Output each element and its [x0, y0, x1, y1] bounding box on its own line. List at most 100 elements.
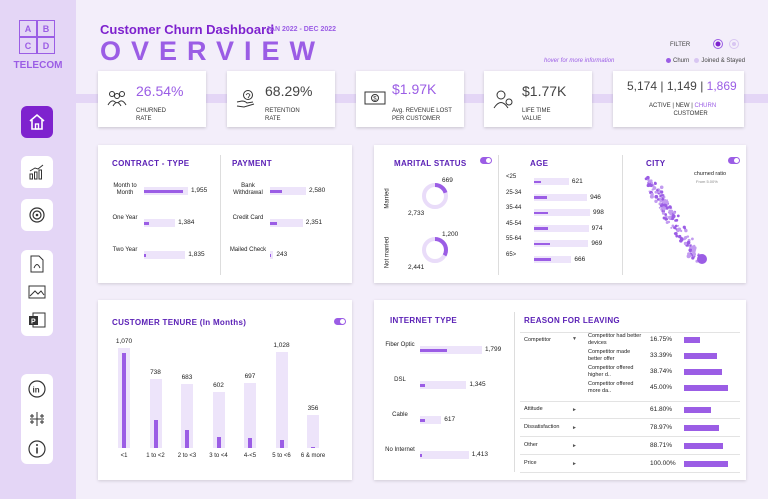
tenure-bar-churn[interactable]	[248, 438, 252, 448]
bar-total[interactable]	[534, 209, 590, 216]
bar-total[interactable]	[270, 187, 306, 195]
reason-bar[interactable]	[684, 425, 719, 431]
bar-total[interactable]	[420, 346, 482, 354]
city-point[interactable]	[654, 181, 657, 184]
city-point[interactable]	[676, 214, 680, 218]
bar-total[interactable]	[534, 224, 589, 232]
city-point[interactable]	[683, 241, 688, 246]
bar-churn[interactable]	[144, 190, 183, 193]
city-point[interactable]	[654, 199, 658, 203]
expand-icon[interactable]: ►	[572, 407, 577, 413]
bar-churn[interactable]	[420, 384, 425, 387]
city-point[interactable]	[670, 226, 673, 229]
analytics-button[interactable]	[21, 156, 53, 188]
tenure-bar-total[interactable]	[149, 379, 162, 448]
bar-churn[interactable]	[270, 254, 272, 257]
tenure-bar-total[interactable]	[275, 351, 288, 448]
city-point[interactable]	[654, 190, 658, 194]
bar-churn[interactable]	[534, 227, 548, 230]
image-button[interactable]	[21, 278, 53, 306]
kpi-retention-rate[interactable]: 68.29% RETENTION RATE	[227, 71, 335, 127]
city-point[interactable]	[673, 232, 676, 235]
bar-churn[interactable]	[534, 180, 541, 183]
city-point[interactable]	[650, 192, 654, 196]
tenure-toggle[interactable]	[334, 318, 346, 325]
info-button[interactable]	[21, 434, 53, 464]
city-point[interactable]	[669, 212, 673, 216]
tableau-button[interactable]	[21, 404, 53, 434]
bar-total[interactable]	[420, 416, 442, 424]
city-toggle[interactable]	[728, 157, 740, 164]
city-point[interactable]	[662, 207, 666, 211]
kpi-customers[interactable]: 5,174 | 1,149 | 1,869 ACTIVE | NEW | CHU…	[613, 71, 744, 127]
tenure-bar-churn[interactable]	[185, 430, 189, 448]
city-point[interactable]	[667, 220, 670, 223]
city-point[interactable]	[671, 224, 675, 228]
tenure-bar-total[interactable]	[212, 391, 225, 448]
bar-total[interactable]	[270, 219, 303, 227]
filter-radio-stayed[interactable]	[729, 39, 739, 49]
reason-bar[interactable]	[684, 385, 728, 391]
marital-donut[interactable]	[420, 181, 450, 211]
city-point[interactable]	[692, 247, 697, 252]
bar-churn[interactable]	[534, 258, 551, 261]
filter-radio-churn[interactable]	[713, 39, 723, 49]
reason-bar[interactable]	[684, 369, 722, 375]
city-point[interactable]	[662, 201, 666, 204]
bar-total[interactable]	[534, 178, 569, 185]
city-point[interactable]	[684, 228, 688, 233]
reason-bar[interactable]	[684, 407, 712, 413]
bar-churn[interactable]	[420, 419, 426, 422]
bar-churn[interactable]	[534, 196, 548, 199]
city-point[interactable]	[664, 215, 668, 219]
city-point[interactable]	[659, 204, 663, 208]
city-point[interactable]	[648, 190, 651, 193]
city-point[interactable]	[646, 175, 650, 180]
city-point[interactable]	[660, 190, 664, 194]
city-point[interactable]	[658, 188, 660, 190]
bar-churn[interactable]	[420, 454, 422, 457]
city-point[interactable]	[689, 244, 692, 247]
city-point[interactable]	[688, 254, 692, 258]
city-point[interactable]	[677, 227, 682, 232]
city-point[interactable]	[654, 194, 659, 199]
tenure-bar-churn[interactable]	[311, 446, 315, 448]
bar-churn[interactable]	[270, 222, 278, 225]
target-button[interactable]	[21, 199, 53, 231]
city-point[interactable]	[657, 198, 660, 201]
city-point[interactable]	[656, 189, 659, 192]
bar-churn[interactable]	[270, 190, 282, 193]
collapse-icon[interactable]: ▼	[572, 336, 577, 342]
city-point[interactable]	[649, 183, 653, 188]
powerpoint-button[interactable]: P	[21, 306, 53, 334]
city-point[interactable]	[664, 217, 668, 221]
city-point[interactable]	[665, 200, 669, 205]
reason-bar[interactable]	[684, 461, 728, 467]
city-point[interactable]	[661, 198, 664, 201]
filter-radio-group[interactable]	[712, 38, 742, 50]
tenure-bar-total[interactable]	[244, 382, 256, 448]
city-point[interactable]	[684, 236, 688, 240]
expand-icon[interactable]: ►	[572, 443, 577, 449]
city-point[interactable]	[675, 234, 679, 238]
bar-churn[interactable]	[534, 242, 551, 245]
donut-churn[interactable]	[422, 183, 448, 209]
reason-bar[interactable]	[684, 443, 724, 449]
city-point[interactable]	[659, 185, 664, 190]
tenure-bar-total[interactable]	[307, 414, 319, 448]
tenure-bar-churn[interactable]	[279, 440, 284, 448]
city-point-large[interactable]	[697, 254, 707, 264]
tenure-bar-churn[interactable]	[122, 353, 126, 448]
city-point[interactable]	[652, 186, 657, 190]
bar-total[interactable]	[420, 381, 467, 389]
city-point[interactable]	[648, 180, 651, 184]
city-point[interactable]	[682, 225, 686, 229]
city-point[interactable]	[680, 229, 683, 233]
city-point[interactable]	[677, 224, 679, 227]
home-button[interactable]	[21, 106, 53, 138]
city-point[interactable]	[659, 194, 662, 197]
bar-total[interactable]	[144, 219, 176, 227]
kpi-avg-revenue-lost[interactable]: $ $1.97K Avg. REVENUE LOST PER CUSTOMER	[356, 71, 464, 127]
bar-churn[interactable]	[144, 254, 147, 257]
city-point[interactable]	[688, 249, 692, 253]
